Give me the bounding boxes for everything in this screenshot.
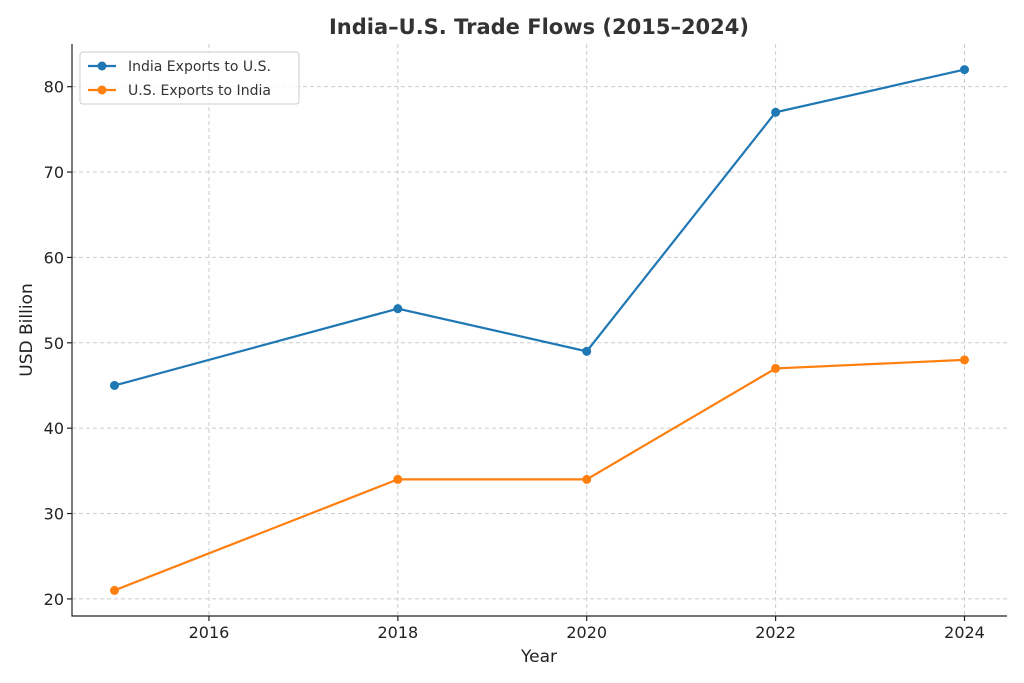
data-point-1 <box>393 304 403 314</box>
data-point-2 <box>771 363 781 373</box>
legend-box <box>79 51 300 105</box>
y-tick-label: 50 <box>44 334 64 353</box>
y-tick-label: 70 <box>44 163 64 182</box>
y-tick-label: 20 <box>44 590 64 609</box>
x-tick-label: 2022 <box>755 623 796 642</box>
series-layer <box>110 65 969 595</box>
y-axis-label: USD Billion <box>17 283 37 376</box>
y-tick-label: 40 <box>44 419 64 438</box>
data-point-1 <box>582 346 592 356</box>
x-axis-label: Year <box>520 647 557 667</box>
y-tick-label: 30 <box>44 505 64 524</box>
data-point-2 <box>110 585 119 595</box>
legend-label-1: India Exports to U.S. <box>128 59 271 75</box>
legend-marker-2 <box>97 85 107 95</box>
data-point-2 <box>960 355 969 365</box>
grid-layer <box>72 44 1007 616</box>
x-tick-label: 2018 <box>377 623 418 642</box>
legend: India Exports to U.S. U.S. Exports to Ind… <box>79 51 300 105</box>
x-tick-label: 2016 <box>189 623 230 642</box>
axis-spines <box>71 44 1007 617</box>
legend-label-2: U.S. Exports to India <box>128 83 271 99</box>
data-point-2 <box>582 474 592 484</box>
data-point-1 <box>110 380 119 390</box>
axes-layer: 2016 2018 2020 2022 2024 20 30 40 50 60 70 80 <box>44 44 1007 642</box>
y-tick-label: 60 <box>44 248 64 267</box>
chart-title: India–U.S. Trade Flows (2015–2024) <box>329 15 749 39</box>
data-point-1 <box>960 65 969 75</box>
legend-marker-1 <box>97 61 107 71</box>
x-tick-label: 2020 <box>566 623 607 642</box>
data-point-1 <box>771 107 781 117</box>
y-tick-label: 80 <box>44 78 64 97</box>
series-line-1 <box>114 68 965 387</box>
series-line-2 <box>114 358 965 592</box>
x-tick-label: 2024 <box>944 623 985 642</box>
data-point-2 <box>393 474 403 484</box>
